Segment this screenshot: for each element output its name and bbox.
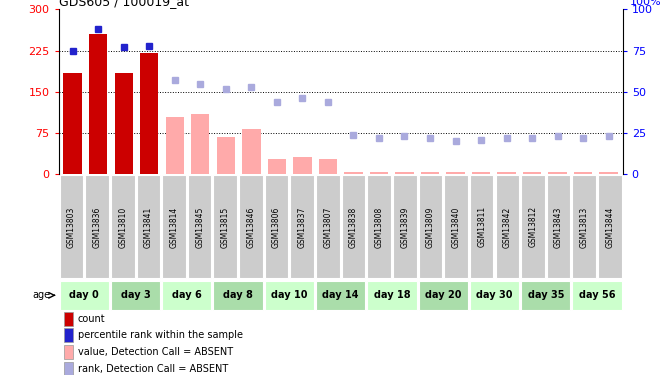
Text: GSM13807: GSM13807 xyxy=(323,206,332,248)
Text: percentile rank within the sample: percentile rank within the sample xyxy=(78,330,243,340)
Text: GSM13837: GSM13837 xyxy=(298,206,307,248)
Text: GSM13840: GSM13840 xyxy=(452,206,461,248)
Text: age: age xyxy=(33,290,51,300)
Text: GSM13844: GSM13844 xyxy=(605,206,615,248)
Text: GSM13839: GSM13839 xyxy=(400,206,410,248)
Text: GSM13812: GSM13812 xyxy=(528,206,537,248)
FancyBboxPatch shape xyxy=(111,176,135,278)
Text: day 8: day 8 xyxy=(223,290,253,300)
Text: day 30: day 30 xyxy=(476,290,513,300)
FancyBboxPatch shape xyxy=(214,280,262,310)
FancyBboxPatch shape xyxy=(214,176,237,278)
FancyBboxPatch shape xyxy=(137,176,160,278)
Text: day 35: day 35 xyxy=(527,290,564,300)
Bar xyxy=(293,157,312,174)
FancyBboxPatch shape xyxy=(239,176,262,278)
Bar xyxy=(548,172,567,174)
FancyBboxPatch shape xyxy=(368,280,416,310)
Text: GSM13845: GSM13845 xyxy=(195,206,204,248)
FancyBboxPatch shape xyxy=(470,176,494,278)
Bar xyxy=(421,172,439,174)
Text: day 0: day 0 xyxy=(69,290,99,300)
Bar xyxy=(370,172,388,174)
Text: GSM13836: GSM13836 xyxy=(93,206,102,248)
FancyBboxPatch shape xyxy=(342,176,365,278)
Bar xyxy=(498,172,515,174)
FancyBboxPatch shape xyxy=(444,176,468,278)
Text: GSM13806: GSM13806 xyxy=(272,206,281,248)
FancyBboxPatch shape xyxy=(496,176,519,278)
Text: day 3: day 3 xyxy=(121,290,151,300)
Text: GSM13813: GSM13813 xyxy=(579,206,589,248)
Bar xyxy=(64,362,73,375)
Bar xyxy=(140,53,159,174)
FancyBboxPatch shape xyxy=(573,280,621,310)
Text: GSM13810: GSM13810 xyxy=(118,206,127,248)
Bar xyxy=(191,114,210,174)
FancyBboxPatch shape xyxy=(188,176,211,278)
Text: GSM13843: GSM13843 xyxy=(554,206,563,248)
Text: GSM13841: GSM13841 xyxy=(144,206,153,248)
Bar xyxy=(242,129,260,174)
Bar xyxy=(319,159,337,174)
Text: GSM13803: GSM13803 xyxy=(67,206,76,248)
FancyBboxPatch shape xyxy=(419,280,468,310)
FancyBboxPatch shape xyxy=(393,176,416,278)
Text: GSM13809: GSM13809 xyxy=(426,206,435,248)
FancyBboxPatch shape xyxy=(521,176,545,278)
FancyBboxPatch shape xyxy=(573,176,596,278)
FancyBboxPatch shape xyxy=(316,280,365,310)
Bar xyxy=(472,172,490,174)
Bar xyxy=(446,172,465,174)
FancyBboxPatch shape xyxy=(163,280,211,310)
Text: GSM13838: GSM13838 xyxy=(349,206,358,248)
FancyBboxPatch shape xyxy=(85,176,109,278)
Text: day 18: day 18 xyxy=(374,290,410,300)
FancyBboxPatch shape xyxy=(368,176,391,278)
Bar xyxy=(63,73,82,174)
Text: GSM13814: GSM13814 xyxy=(169,206,178,248)
Bar xyxy=(64,312,73,326)
Bar xyxy=(89,34,107,174)
FancyBboxPatch shape xyxy=(419,176,442,278)
FancyBboxPatch shape xyxy=(316,176,340,278)
Bar xyxy=(115,73,133,174)
FancyBboxPatch shape xyxy=(265,176,288,278)
Text: GSM13808: GSM13808 xyxy=(374,206,384,248)
Bar xyxy=(344,172,362,174)
Bar xyxy=(268,159,286,174)
Bar xyxy=(216,137,235,174)
FancyBboxPatch shape xyxy=(521,280,570,310)
Text: rank, Detection Call = ABSENT: rank, Detection Call = ABSENT xyxy=(78,364,228,374)
Text: GSM13815: GSM13815 xyxy=(220,206,230,248)
Text: day 6: day 6 xyxy=(172,290,202,300)
FancyBboxPatch shape xyxy=(60,280,109,310)
Bar xyxy=(574,172,592,174)
Text: GSM13842: GSM13842 xyxy=(503,206,512,248)
Bar xyxy=(166,117,184,174)
Text: day 14: day 14 xyxy=(322,290,359,300)
FancyBboxPatch shape xyxy=(547,176,570,278)
FancyBboxPatch shape xyxy=(60,176,83,278)
Bar xyxy=(599,172,618,174)
Text: GSM13811: GSM13811 xyxy=(477,206,486,248)
Bar xyxy=(396,172,414,174)
Bar xyxy=(64,328,73,342)
FancyBboxPatch shape xyxy=(111,280,160,310)
FancyBboxPatch shape xyxy=(598,176,621,278)
Text: GDS605 / 100019_at: GDS605 / 100019_at xyxy=(59,0,188,8)
FancyBboxPatch shape xyxy=(290,176,314,278)
FancyBboxPatch shape xyxy=(163,176,186,278)
Text: day 20: day 20 xyxy=(425,290,462,300)
Text: count: count xyxy=(78,314,105,324)
Text: value, Detection Call = ABSENT: value, Detection Call = ABSENT xyxy=(78,347,233,357)
Text: day 56: day 56 xyxy=(579,290,615,300)
FancyBboxPatch shape xyxy=(265,280,314,310)
FancyBboxPatch shape xyxy=(470,280,519,310)
Bar xyxy=(64,345,73,359)
Text: day 10: day 10 xyxy=(271,290,308,300)
Text: GSM13846: GSM13846 xyxy=(246,206,256,248)
Text: 100%: 100% xyxy=(629,0,661,7)
Bar xyxy=(523,172,541,174)
